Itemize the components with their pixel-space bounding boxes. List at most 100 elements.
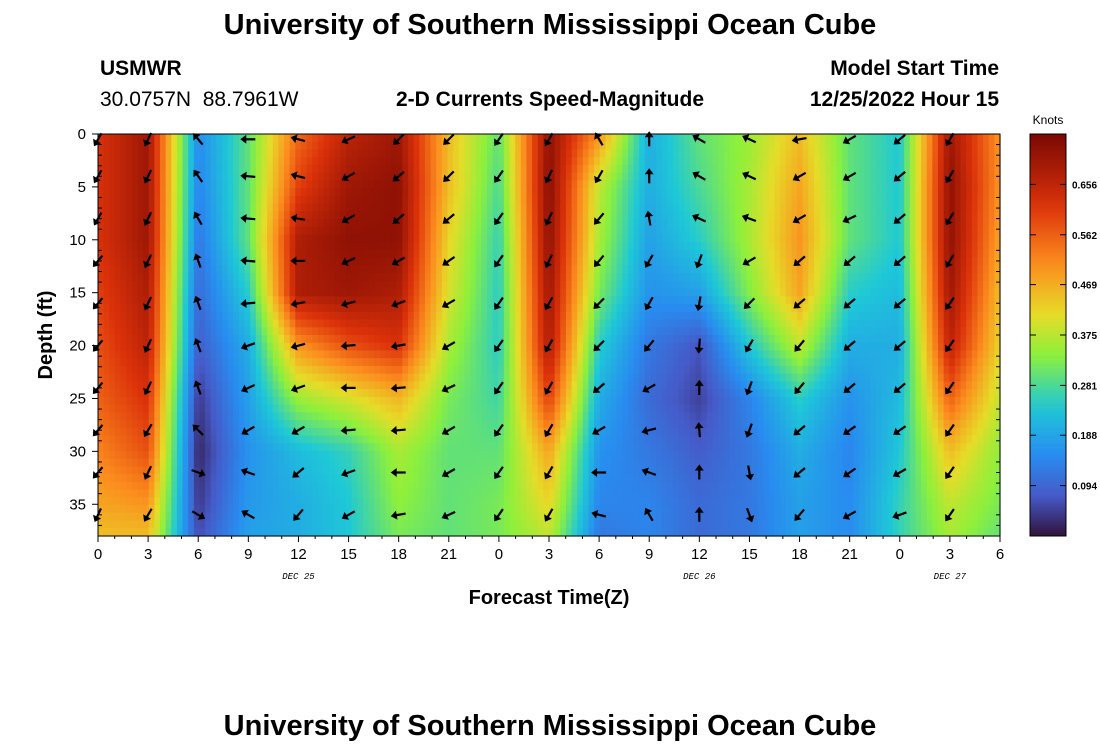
heatmap-cell [577, 466, 584, 475]
heatmap-cell [165, 512, 172, 522]
heatmap-cell [334, 481, 342, 491]
heatmap-cell [419, 450, 426, 460]
heatmap-cell [611, 311, 618, 321]
heatmap-cell [577, 512, 584, 522]
heatmap-cell [385, 528, 392, 537]
heatmap-cell [323, 172, 330, 181]
heatmap-cell [109, 273, 116, 282]
heatmap-cell [582, 327, 590, 336]
heatmap-cell [627, 327, 635, 336]
heatmap-cell [622, 474, 629, 483]
heatmap-cell [588, 296, 595, 305]
heatmap-cell [408, 435, 415, 444]
heatmap-cell [176, 203, 184, 212]
heatmap-cell [114, 481, 122, 491]
heatmap-cell [255, 358, 263, 367]
heatmap-cell [447, 342, 454, 352]
heatmap-cell [182, 481, 189, 491]
heatmap-cell [109, 249, 116, 259]
heatmap-cell [424, 296, 432, 305]
heatmap-cell [233, 257, 240, 267]
heatmap-cell [413, 141, 420, 151]
heatmap-cell [306, 520, 313, 529]
heatmap-cell [165, 327, 172, 336]
heatmap-cell [205, 265, 212, 274]
heatmap-cell [611, 396, 618, 406]
heatmap-cell [289, 180, 296, 189]
heatmap-cell [143, 296, 150, 305]
heatmap-cell [526, 497, 533, 506]
heatmap-cell [334, 528, 342, 537]
heatmap-cell [126, 443, 133, 452]
heatmap-cell [171, 296, 178, 305]
heatmap-cell [120, 257, 127, 267]
heatmap-cell [481, 373, 488, 382]
heatmap-cell [509, 435, 516, 444]
heatmap-cell [176, 396, 184, 406]
heatmap-cell [227, 365, 234, 375]
heatmap-cell [317, 373, 325, 382]
heatmap-cell [188, 466, 195, 475]
heatmap-cell [616, 211, 623, 220]
heatmap-cell [250, 134, 257, 143]
heatmap-cell [622, 435, 629, 444]
heatmap-cell [233, 358, 240, 367]
heatmap-cell [143, 319, 150, 328]
heatmap-cell [486, 265, 494, 274]
heatmap-cell [98, 396, 105, 406]
heatmap-cell [594, 396, 601, 406]
heatmap-cell [323, 474, 330, 483]
heatmap-cell [148, 443, 155, 452]
heatmap-cell [520, 265, 528, 274]
heatmap-cell [210, 481, 217, 491]
heatmap-cell [396, 211, 404, 220]
heatmap-cell [346, 203, 353, 212]
heatmap-cell [588, 257, 595, 267]
heatmap-cell [306, 412, 313, 421]
heatmap-cell [323, 257, 330, 267]
heatmap-cell [492, 497, 499, 506]
heatmap-cell [222, 342, 229, 352]
heatmap-cell [396, 288, 404, 297]
heatmap-cell [605, 273, 612, 282]
heatmap-cell [605, 381, 612, 390]
heatmap-cell [616, 528, 623, 537]
heatmap-cell [627, 149, 635, 158]
heatmap-cell [436, 180, 443, 189]
heatmap-cell [447, 265, 454, 274]
heatmap-cell [295, 466, 302, 475]
heatmap-cell [255, 528, 263, 537]
heatmap-cell [582, 381, 590, 390]
heatmap-cell [470, 265, 477, 274]
heatmap-cell [114, 450, 122, 460]
heatmap-cell [267, 412, 274, 421]
heatmap-cell [98, 420, 105, 429]
heatmap-cell [346, 242, 353, 251]
heatmap-cell [498, 311, 505, 321]
heatmap-cell [436, 304, 443, 313]
heatmap-cell [532, 172, 539, 181]
heatmap-cell [368, 335, 375, 344]
heatmap-cell [182, 505, 189, 514]
heatmap-cell [295, 141, 302, 151]
heatmap-cell [295, 164, 302, 174]
heatmap-cell [509, 311, 516, 321]
heatmap-cell [543, 226, 550, 236]
heatmap-cell [300, 226, 308, 236]
heatmap-cell [205, 373, 212, 382]
heatmap-cell [114, 157, 122, 166]
heatmap-cell [98, 188, 105, 197]
heatmap-cell [475, 188, 482, 197]
heatmap-cell [284, 450, 291, 460]
heatmap-cell [486, 358, 494, 367]
heatmap-cell [120, 249, 127, 259]
heatmap-cell [171, 505, 178, 514]
heatmap-cell [498, 234, 505, 243]
heatmap-cell [238, 296, 246, 305]
heatmap-cell [588, 219, 595, 228]
heatmap-cell [261, 327, 268, 336]
heatmap-cell [486, 420, 494, 429]
heatmap-cell [616, 458, 623, 468]
heatmap-cell [391, 149, 398, 158]
heatmap-cell [244, 427, 251, 437]
